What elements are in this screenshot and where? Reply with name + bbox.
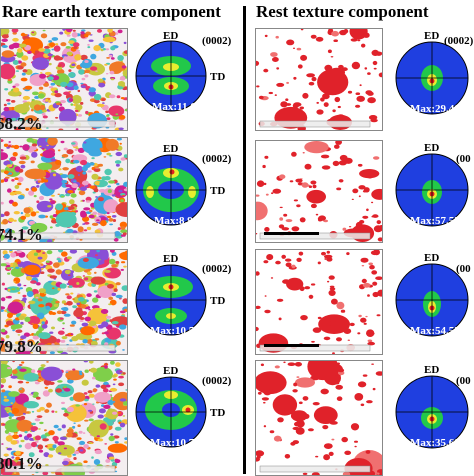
scale-bar-right-3 <box>264 344 319 347</box>
column-divider <box>243 6 246 474</box>
right-ebsd-map-2 <box>255 140 383 243</box>
pole-figure-left-4: ED TD (0002) Max:10.77 <box>135 365 232 449</box>
fraction-label-2: 74.1% <box>0 225 43 244</box>
rest-heading: Rest texture component <box>256 2 429 21</box>
plane-label: (00 <box>456 263 471 275</box>
ed-label: ED <box>424 142 439 154</box>
plane-label: (00 <box>456 153 471 165</box>
max-label: Max:54.53 <box>410 325 460 337</box>
right-ebsd-map-1 <box>255 28 383 131</box>
td-label: TD <box>210 407 225 419</box>
plane-label: (0002) <box>444 35 474 47</box>
scale-bar-right-2 <box>264 232 319 235</box>
td-label: TD <box>210 185 225 197</box>
pole-figure-left-1: ED TD (0002) Max:11.63 <box>135 30 232 113</box>
plane-label: (0002) <box>202 153 232 165</box>
plane-label: (00 <box>456 375 471 387</box>
pole-figure-left-3: ED TD (0002) Max:10.50 <box>135 253 232 337</box>
plane-label: (0002) <box>202 375 232 387</box>
ed-label: ED <box>424 252 439 264</box>
pole-figure-right-2: ED (00 Max:57.53 <box>395 142 471 227</box>
pole-figure-right-3: ED (00 Max:54.53 <box>395 252 471 337</box>
pole-figure-left-2: ED TD (0002) Max:8.91 <box>135 143 232 227</box>
left-ebsd-map-4 <box>0 360 128 476</box>
left-ebsd-map-3 <box>0 249 128 355</box>
plane-label: (0002) <box>202 263 232 275</box>
td-label: TD <box>210 295 225 307</box>
ed-label: ED <box>424 30 439 42</box>
fraction-label-1: 68.2% <box>0 114 43 133</box>
plane-label: (0002) <box>202 35 232 47</box>
rare-earth-heading: Rare earth texture component <box>2 2 221 21</box>
pole-figure-right-4: ED (00 Max:35.68 <box>395 364 471 449</box>
ed-label: ED <box>163 30 178 42</box>
right-ebsd-map-4 <box>255 360 383 476</box>
ed-label: ED <box>424 364 439 376</box>
left-ebsd-map-1 <box>0 28 128 131</box>
max-label: Max:8.91 <box>154 215 198 227</box>
ed-label: ED <box>163 253 178 265</box>
ed-label: ED <box>163 365 178 377</box>
max-label: Max:10.50 <box>150 325 200 337</box>
max-label: Max:10.77 <box>150 437 200 449</box>
max-label: Max:11.63 <box>152 101 202 113</box>
max-label: Max:29.40 <box>410 103 460 115</box>
pole-figure-right-1: ED (0002) Max:29.40 <box>395 30 474 115</box>
fraction-label-4: 80.1% <box>0 454 43 473</box>
ed-label: ED <box>163 143 178 155</box>
max-label: Max:57.53 <box>410 215 460 227</box>
td-label: TD <box>210 71 225 83</box>
max-label: Max:35.68 <box>410 437 460 449</box>
fraction-label-3: 79.8% <box>0 337 43 356</box>
left-ebsd-map-2 <box>0 137 128 243</box>
right-ebsd-map-3 <box>255 249 383 355</box>
